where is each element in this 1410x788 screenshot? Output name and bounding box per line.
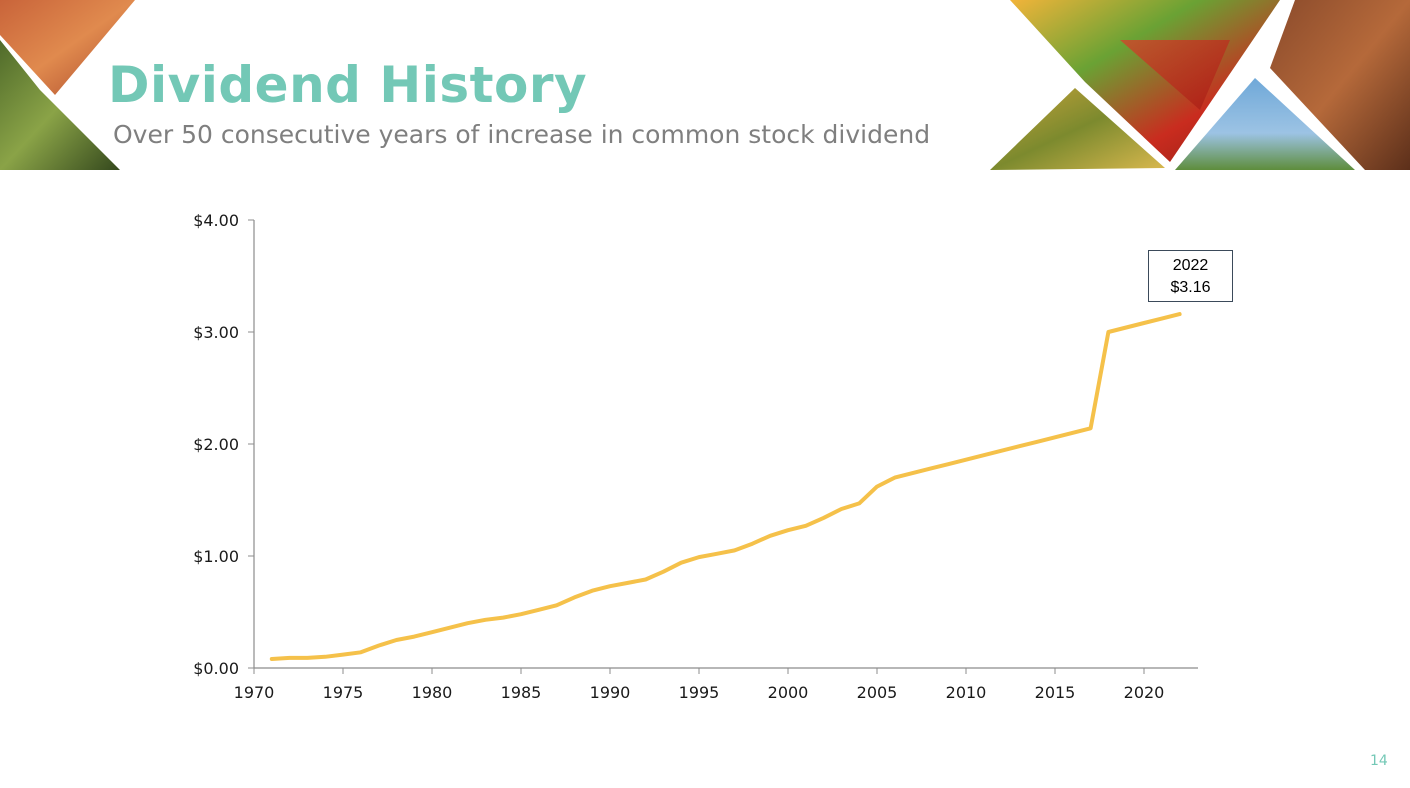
dividend-series-line — [269, 312, 1182, 661]
chart-axes — [253, 220, 1198, 669]
y-axis-ticks: $0.00 $1.00 $2.00 $3.00 $4.00 — [193, 211, 254, 678]
y-tick-label: $3.00 — [193, 323, 239, 342]
y-tick-label: $4.00 — [193, 211, 239, 230]
x-axis-ticks: 1970 1975 1980 1985 1990 1995 2000 2005 2010 2015… — [234, 668, 1165, 702]
slide-subtitle: Over 50 consecutive years of increase in… — [113, 120, 931, 149]
slide-title: Dividend History — [108, 56, 588, 114]
x-tick-label: 1985 — [501, 683, 542, 702]
x-tick-label: 1970 — [234, 683, 275, 702]
callout-year: 2022 — [1172, 257, 1209, 274]
x-tick-label: 2005 — [857, 683, 898, 702]
x-tick-label: 1975 — [323, 683, 364, 702]
x-tick-label: 2015 — [1035, 683, 1076, 702]
x-tick-label: 1995 — [679, 683, 720, 702]
right-produce-photo — [990, 0, 1410, 170]
x-tick-label: 2000 — [768, 683, 809, 702]
x-tick-label: 2020 — [1124, 683, 1165, 702]
callout-value: $3.16 — [1170, 279, 1211, 296]
y-tick-label: $0.00 — [193, 659, 239, 678]
y-tick-label: $2.00 — [193, 435, 239, 454]
left-produce-photo — [0, 0, 135, 170]
x-tick-label: 1980 — [412, 683, 453, 702]
header-photo-banner — [0, 0, 1410, 170]
x-tick-label: 2010 — [946, 683, 987, 702]
latest-value-callout: 2022 $3.16 — [1148, 250, 1233, 302]
x-tick-label: 1990 — [590, 683, 631, 702]
chart-series — [269, 312, 1182, 661]
page-number: 14 — [1370, 753, 1388, 769]
y-tick-label: $1.00 — [193, 547, 239, 566]
